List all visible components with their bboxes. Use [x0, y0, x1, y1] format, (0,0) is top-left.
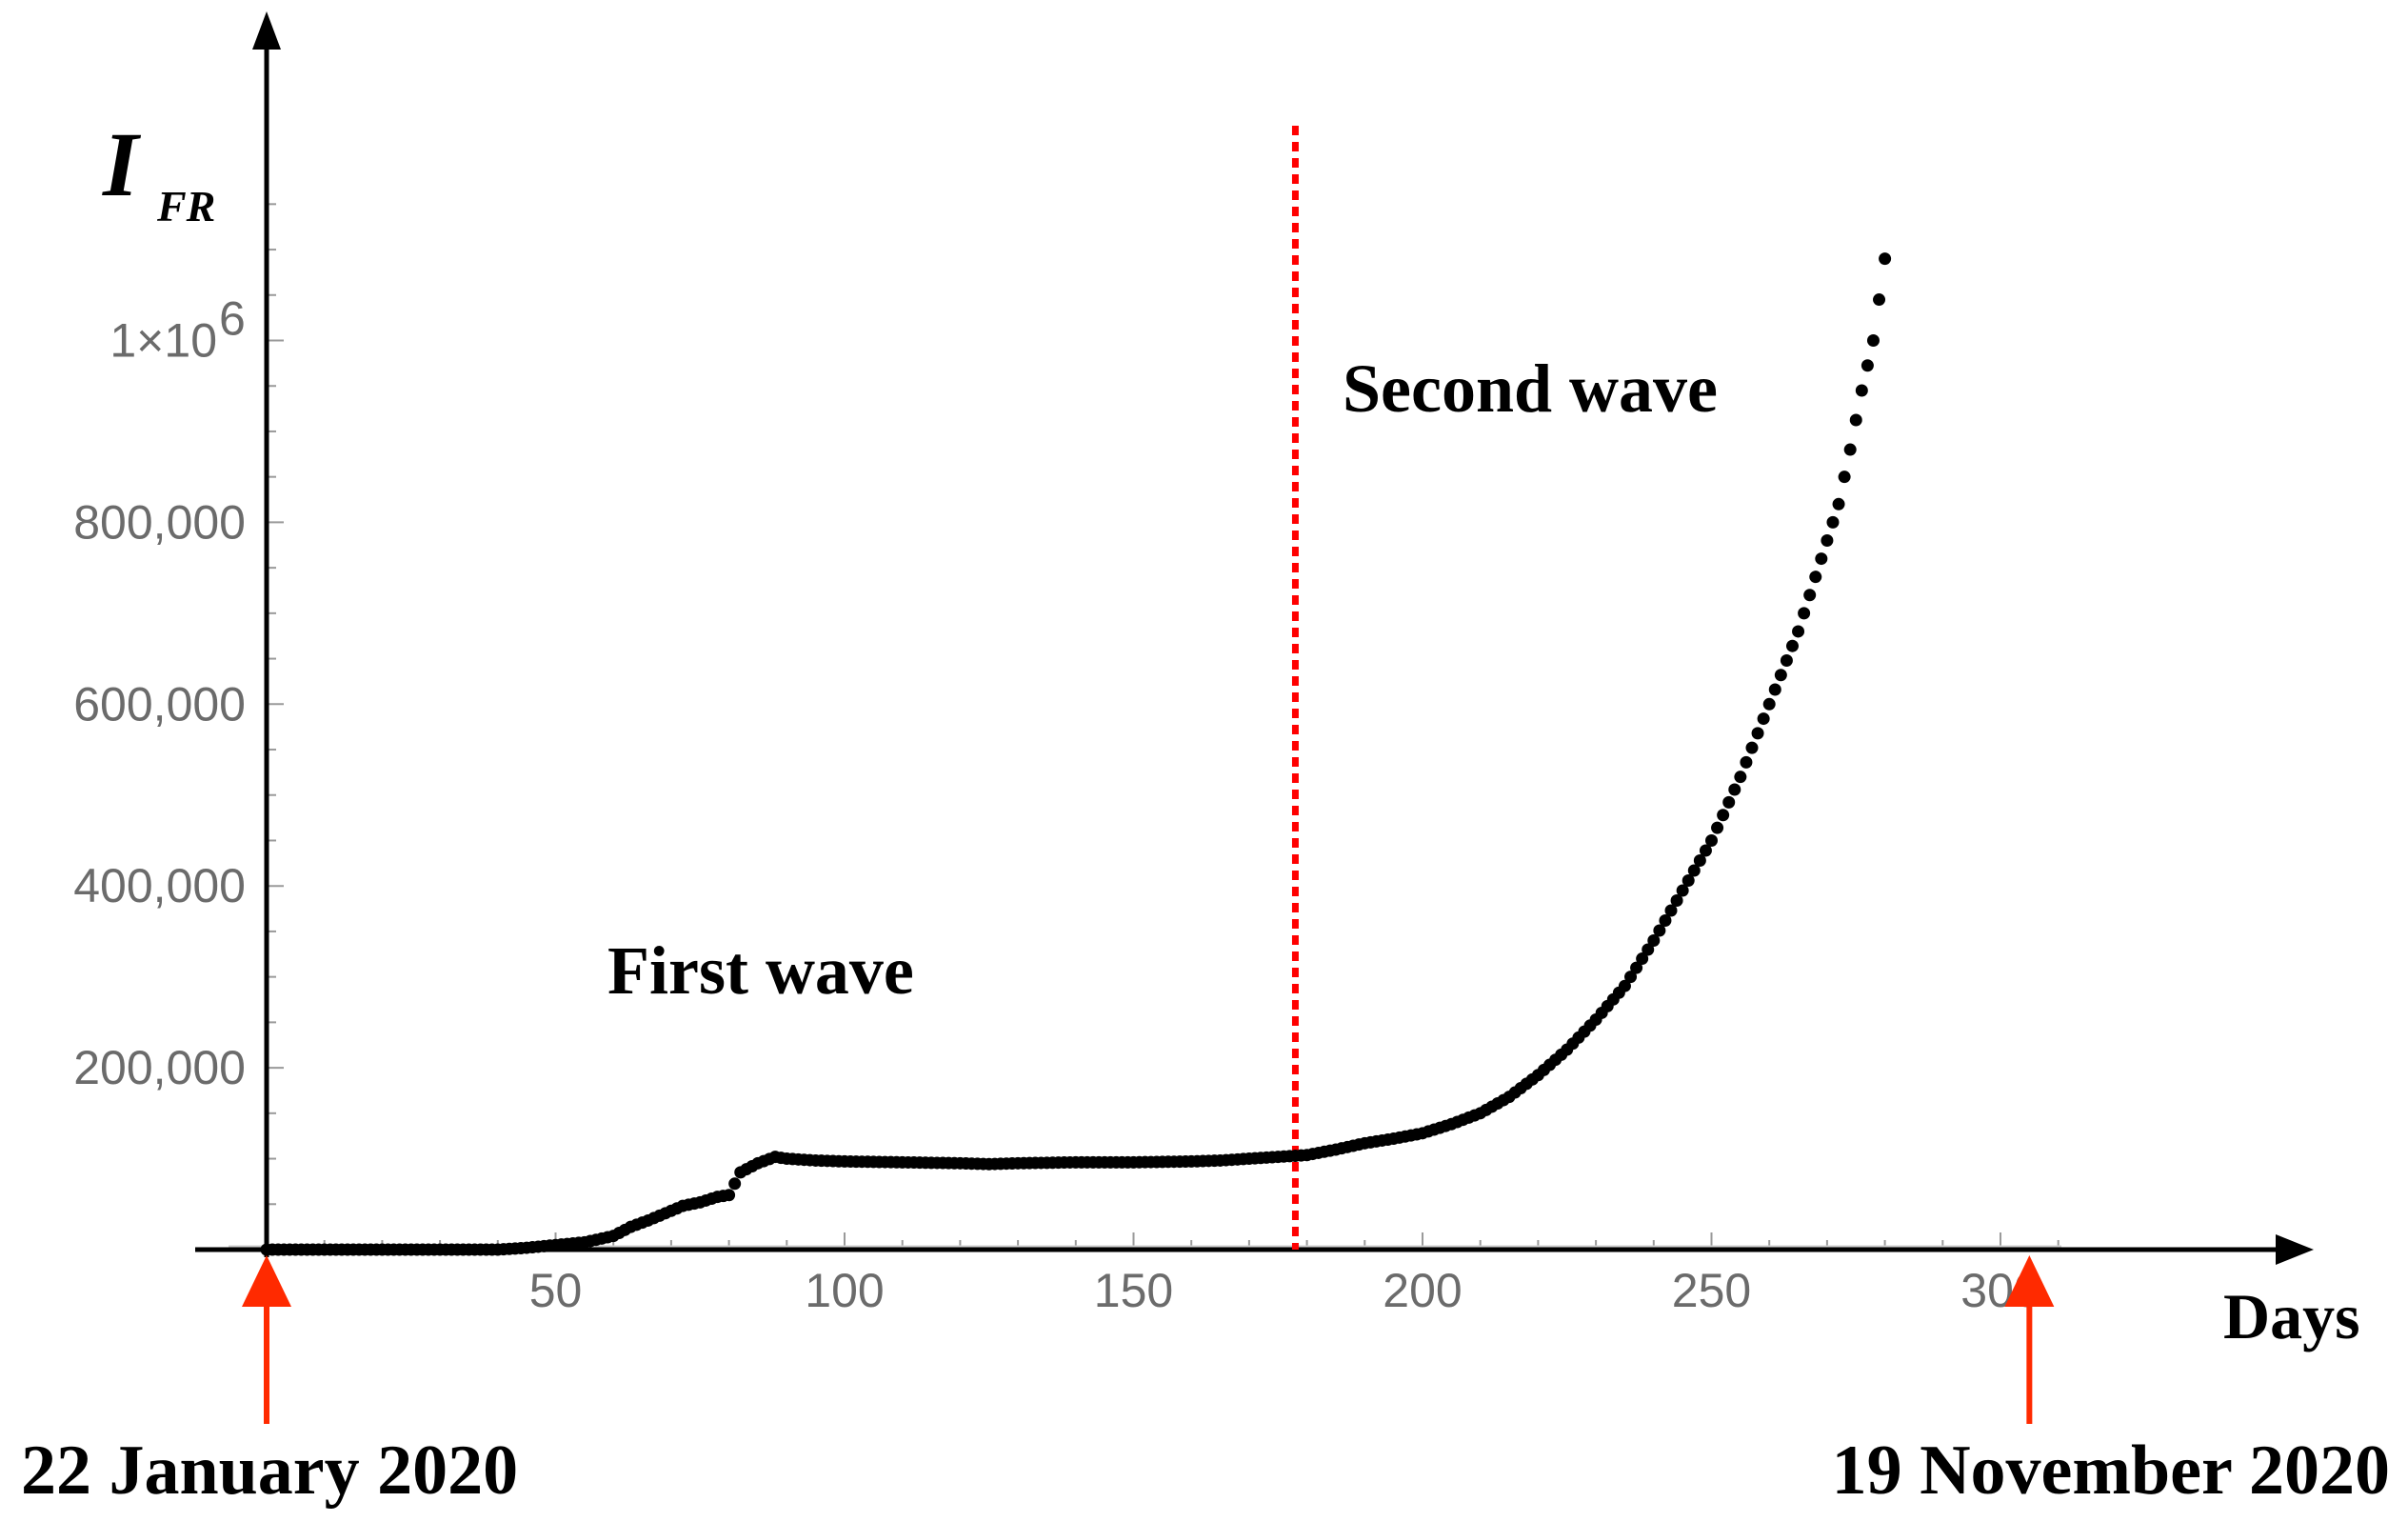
- data-point: [1682, 873, 1695, 887]
- data-points: [260, 252, 1892, 1256]
- data-point: [1855, 384, 1868, 397]
- first-wave-annotation: First wave: [607, 932, 914, 1009]
- y-tick-label: 800,000: [73, 495, 246, 549]
- y-tick-label: 1×10: [109, 314, 217, 368]
- x-tick-labels: 50 100 150 200 250 300: [529, 1264, 2040, 1317]
- data-point: [1722, 795, 1736, 809]
- x-tick-label: 100: [805, 1264, 884, 1317]
- data-point: [723, 1189, 736, 1202]
- data-point: [1734, 771, 1747, 784]
- data-point: [1798, 607, 1811, 620]
- data-point: [1751, 727, 1764, 740]
- data-point: [1659, 913, 1672, 927]
- data-point: [1762, 697, 1776, 711]
- end-date-arrow: [2004, 1255, 2055, 1424]
- y-axis-arrowhead: [252, 11, 281, 50]
- start-date-label: 22 January 2020: [21, 1432, 518, 1510]
- data-point: [1745, 741, 1759, 754]
- minor-ticks: [267, 203, 2060, 1250]
- data-point: [1866, 334, 1880, 347]
- data-point: [1687, 864, 1701, 877]
- data-point: [1740, 755, 1753, 769]
- data-point: [1757, 712, 1770, 726]
- y-tick-label: 600,000: [73, 677, 246, 731]
- x-tick-label: 200: [1383, 1264, 1462, 1317]
- data-point: [1699, 844, 1712, 857]
- data-point: [1879, 252, 1892, 266]
- x-axis-arrowhead: [2276, 1234, 2314, 1265]
- data-point: [1728, 783, 1741, 796]
- y-tick-labels: 200,000 400,000 600,000 800,000 1×10 6: [73, 292, 246, 1095]
- data-point: [1618, 979, 1631, 992]
- data-point: [1705, 833, 1718, 847]
- data-point: [1792, 625, 1805, 638]
- arrow-head: [2004, 1255, 2055, 1307]
- data-point: [1647, 933, 1661, 947]
- data-point: [1815, 552, 1828, 566]
- data-point: [1670, 893, 1683, 907]
- x-tick-label: 50: [529, 1264, 583, 1317]
- data-point: [1676, 884, 1689, 897]
- data-point: [1780, 653, 1793, 667]
- y-axis-label: I: [102, 113, 142, 215]
- data-point: [1785, 639, 1799, 652]
- data-point: [1653, 924, 1666, 937]
- data-point: [1774, 669, 1787, 682]
- y-tick-label: 200,000: [73, 1041, 246, 1094]
- data-point: [1768, 683, 1781, 696]
- data-point: [1838, 471, 1851, 484]
- data-point: [1826, 515, 1840, 529]
- data-point: [1809, 571, 1822, 584]
- data-point: [1849, 413, 1862, 427]
- data-point: [1642, 943, 1655, 956]
- data-point: [1693, 853, 1706, 867]
- x-axis-label: Days: [2223, 1280, 2360, 1352]
- data-point: [1630, 961, 1643, 974]
- data-point: [1873, 293, 1886, 307]
- data-point: [1821, 533, 1834, 547]
- data-point: [1832, 497, 1845, 511]
- data-point: [1664, 904, 1678, 917]
- start-date-arrow: [242, 1255, 291, 1424]
- y-tick-label: 400,000: [73, 859, 246, 912]
- arrow-head: [242, 1255, 291, 1307]
- data-point: [1803, 589, 1817, 602]
- data-point: [1717, 809, 1730, 822]
- data-point: [1636, 952, 1649, 966]
- y-axis-label-subscript: FR: [156, 182, 215, 230]
- x-tick-label: 150: [1094, 1264, 1173, 1317]
- end-date-label: 19 November 2020: [1832, 1432, 2390, 1510]
- x-tick-label: 250: [1672, 1264, 1751, 1317]
- data-point: [1711, 821, 1724, 834]
- data-point: [1843, 443, 1857, 456]
- data-point: [728, 1177, 742, 1191]
- second-wave-annotation: Second wave: [1343, 350, 1718, 427]
- data-point: [1861, 359, 1874, 372]
- y-tick-exponent: 6: [219, 292, 246, 346]
- data-point: [1624, 971, 1638, 984]
